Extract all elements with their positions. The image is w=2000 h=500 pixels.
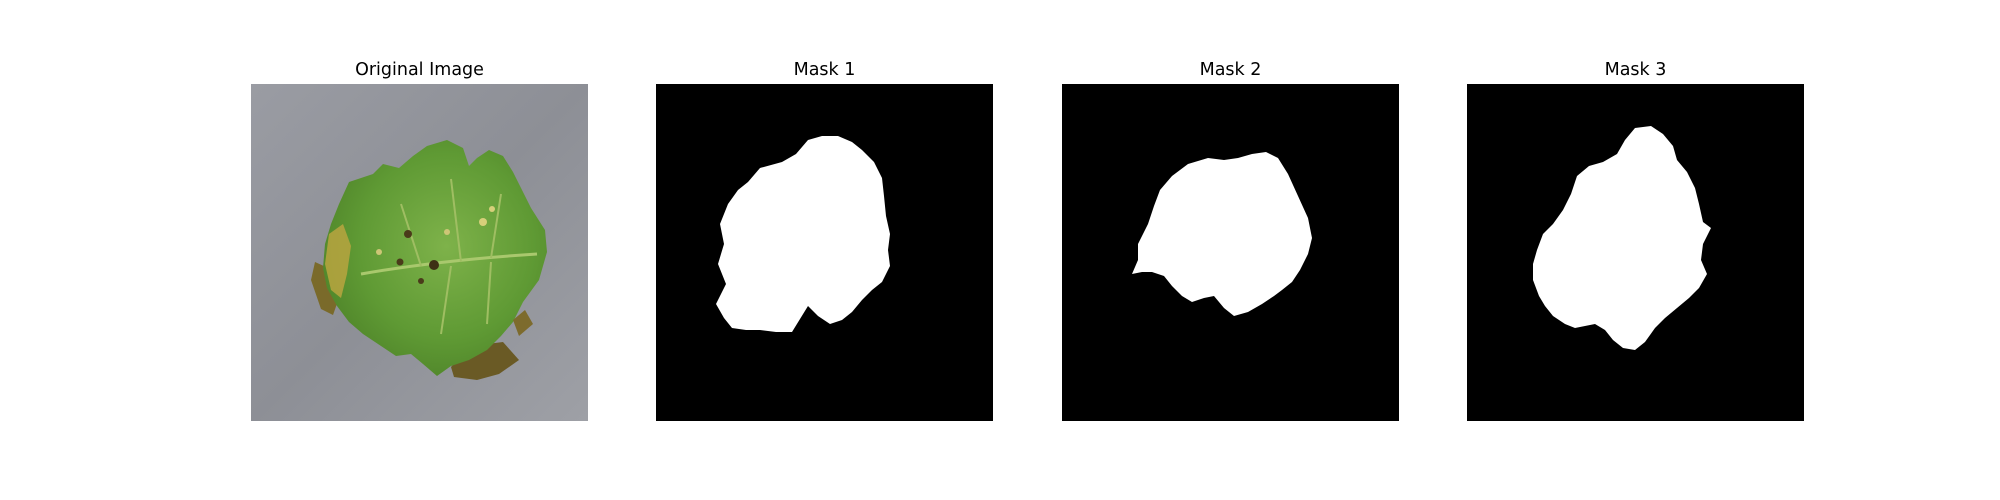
leaf-vein-5 — [486, 261, 492, 325]
leaf-vein-main — [360, 252, 538, 276]
original-image-panel: Original Image — [251, 56, 588, 421]
lesion-yellow — [479, 218, 487, 226]
lesion — [396, 258, 404, 266]
mask-3-image — [1467, 84, 1804, 421]
leaf-vein-3 — [490, 193, 502, 259]
original-leaf-image — [251, 84, 588, 421]
mask-2-image — [1062, 84, 1399, 421]
mask-1-region — [716, 136, 890, 332]
leaf-vein-4 — [440, 265, 452, 335]
mask-3-title: Mask 3 — [1604, 60, 1667, 80]
leaf-body — [323, 140, 547, 376]
lesion-yellow — [444, 229, 450, 235]
lesion-yellow — [376, 249, 382, 255]
mask-3-panel: Mask 3 — [1467, 56, 1804, 421]
leaf-brown-tip — [513, 310, 533, 336]
leaf-petiole-left — [311, 262, 339, 315]
lesion — [404, 230, 412, 238]
lesion — [418, 278, 424, 284]
mask-2-title: Mask 2 — [1199, 60, 1262, 80]
mask-3-region — [1533, 126, 1711, 350]
lesion-yellow — [489, 206, 495, 212]
mask-1-title: Mask 1 — [793, 60, 856, 80]
mask-2-panel: Mask 2 — [1062, 56, 1399, 421]
mask-2-region — [1132, 152, 1312, 316]
mask-1-image — [656, 84, 993, 421]
leaf-vein-2 — [450, 178, 462, 263]
leaf-yellow-edge — [325, 224, 351, 298]
lesion — [429, 260, 439, 270]
mask-1-panel: Mask 1 — [656, 56, 993, 421]
original-image-title: Original Image — [355, 60, 484, 80]
